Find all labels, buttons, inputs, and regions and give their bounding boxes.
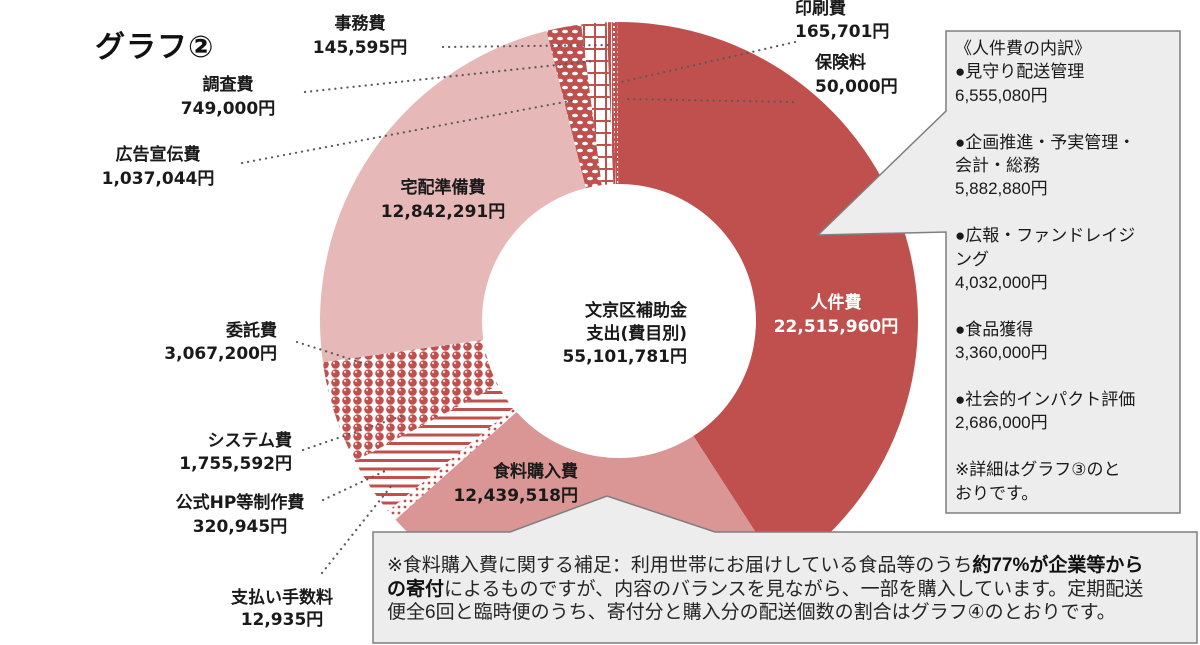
note-text: 便全6回と臨時便のうち、寄付分と購入分の配送個数の割合はグラフ④のとおりです。 — [387, 602, 1116, 623]
label-food-purchase-value: 12,439,518円 — [453, 486, 578, 506]
breakdown-footnote: ※詳細はグラフ③のと おりです。 — [955, 458, 1177, 505]
breakdown-footnote-line: ※詳細はグラフ③のと — [955, 460, 1121, 480]
label-outsourcing-value: 3,067,200円 — [164, 344, 277, 364]
label-printing-value: 165,701円 — [795, 22, 890, 42]
leader-lines — [240, 40, 797, 575]
label-payment-fee-name: 支払い手数料 — [231, 588, 333, 608]
note-callout-box — [372, 495, 1198, 644]
note-text: ※食料購入費に関する補足：利用世帯にお届けしている食品等のうち — [387, 555, 973, 576]
breakdown-item: ●広報・ファンドレイジ ング 4,032,000円 — [955, 224, 1177, 294]
label-delivery-prep-value: 12,842,291円 — [380, 202, 506, 222]
label-outsourcing-name: 委託費 — [226, 321, 277, 341]
label-website-production-name: 公式HP等制作費 — [175, 493, 305, 513]
breakdown-item-label: ング — [955, 249, 989, 269]
breakdown-item-label: ●企画推進・予実管理・ — [955, 132, 1136, 152]
donut-slice-delivery-prep — [320, 30, 586, 363]
breakdown-item-label: ●社会的インパクト評価 — [955, 390, 1136, 410]
donut-slice-system — [354, 385, 514, 511]
note-emphasis: の寄付 — [387, 578, 445, 600]
label-system-name: システム費 — [207, 431, 293, 451]
label-advertising-value: 1,037,044円 — [101, 169, 215, 189]
center-label-line2: 支出(費目別) — [586, 324, 687, 344]
note-line: ※食料購入費に関する補足：利用世帯にお届けしている食品等のうち約77%が企業等か… — [387, 554, 1192, 578]
breakdown-heading: 《人件費の内訳》 — [955, 39, 1091, 58]
note-emphasis: 約77%が企業等から — [972, 555, 1144, 576]
label-food-purchase-name: 食料購入費 — [493, 462, 578, 482]
label-office-name: 事務費 — [334, 14, 386, 34]
breakdown-item-value: 3,360,000円 — [955, 343, 1048, 363]
donut-slice-research — [581, 22, 614, 186]
donut-slice-printing — [611, 22, 619, 185]
breakdown-item-value: 5,882,880円 — [955, 179, 1048, 199]
label-office: 事務費 145,595円 — [295, 12, 425, 60]
breakdown-callout-box — [816, 30, 1181, 514]
donut-slice-website-production — [388, 408, 517, 520]
donut-slice-outsourcing — [322, 339, 499, 462]
label-research-value: 749,000円 — [180, 99, 276, 119]
note-text: によるものですが、内容のバランスを見ながら、一部を購入しています。定期配送 — [444, 578, 1144, 600]
label-website-production-value: 320,945円 — [192, 517, 288, 537]
label-outsourcing: 委託費 3,067,200円 — [117, 320, 277, 366]
breakdown-item-label: ●見守り配送管理 — [955, 62, 1085, 82]
label-system-value: 1,755,592円 — [179, 454, 292, 474]
label-delivery-prep: 宅配準備費 12,842,291円 — [373, 176, 513, 224]
breakdown-item-value: 6,555,080円 — [955, 85, 1048, 105]
label-insurance: 保険料 50,000円 — [815, 51, 898, 99]
breakdown-callout-text: 《人件費の内訳》 ●見守り配送管理 6,555,080円 ●企画推進・予実管理・… — [955, 37, 1177, 505]
label-printing: 印刷費 165,701円 — [795, 0, 889, 44]
leader-line-insurance — [621, 97, 795, 104]
donut-slice-insurance — [617, 22, 619, 185]
label-system: システム費 1,755,592円 — [132, 430, 292, 476]
breakdown-item: ●食品獲得 3,360,000円 — [955, 318, 1177, 365]
label-personnel-value: 22,515,960円 — [773, 317, 899, 337]
center-label-line1: 文京区補助金 — [585, 301, 687, 321]
breakdown-item-label: ●食品獲得 — [955, 319, 1034, 339]
breakdown-item: ●見守り配送管理 6,555,080円 — [955, 60, 1177, 107]
donut-slice-payment-fee — [395, 411, 517, 520]
breakdown-item: ●企画推進・予実管理・ 会計・総務 5,882,880円 — [955, 131, 1177, 201]
label-payment-fee: 支払い手数料 12,935円 — [202, 587, 362, 631]
label-personnel: 人件費 22,515,960円 — [766, 291, 906, 339]
label-insurance-name: 保険料 — [815, 53, 866, 73]
label-delivery-prep-name: 宅配準備費 — [400, 178, 486, 198]
breakdown-item-value: 2,686,000円 — [955, 413, 1048, 433]
label-insurance-value: 50,000円 — [815, 77, 898, 97]
label-printing-name: 印刷費 — [795, 0, 846, 19]
chart-title: グラフ② — [95, 30, 215, 65]
label-personnel-name: 人件費 — [810, 293, 862, 313]
label-food-purchase: 食料購入費 12,439,518円 — [418, 460, 578, 508]
label-advertising: 広告宣伝費 1,037,044円 — [88, 143, 228, 191]
note-line: 便全6回と臨時便のうち、寄付分と購入分の配送個数の割合はグラフ④のとおりです。 — [387, 601, 1192, 625]
breakdown-footnote-line: おりです。 — [955, 483, 1039, 503]
label-website-production: 公式HP等制作費 320,945円 — [150, 491, 330, 539]
breakdown-item-label: 会計・総務 — [955, 156, 1040, 176]
leader-line-printing — [615, 40, 797, 85]
leader-line-outsourcing — [295, 340, 374, 368]
label-office-value: 145,595円 — [312, 38, 408, 58]
label-research-name: 調査費 — [202, 75, 254, 95]
label-research: 調査費 749,000円 — [168, 73, 288, 121]
note-line: の寄付によるものですが、内容のバランスを見ながら、一部を購入しています。定期配送 — [387, 578, 1192, 602]
donut-center-label: 文京区補助金 支出(費目別) 55,101,781円 — [517, 300, 687, 369]
leader-line-office — [441, 43, 614, 49]
leader-line-system — [301, 414, 404, 452]
leader-line-payment-fee — [320, 483, 394, 575]
leader-line-website — [321, 469, 387, 502]
label-payment-fee-value: 12,935円 — [240, 610, 324, 630]
note-callout-text: ※食料購入費に関する補足：利用世帯にお届けしている食品等のうち約77%が企業等か… — [387, 554, 1192, 625]
breakdown-item: ●社会的インパクト評価 2,686,000円 — [955, 388, 1177, 435]
center-label-total: 55,101,781円 — [562, 347, 687, 367]
donut-slice-personnel — [619, 22, 919, 573]
label-advertising-name: 広告宣伝費 — [115, 145, 201, 165]
donut-slice-office — [606, 22, 616, 185]
leader-line-research — [303, 59, 596, 94]
breakdown-item-label: ●広報・ファンドレイジ — [955, 226, 1136, 246]
breakdown-item-value: 4,032,000円 — [955, 273, 1048, 293]
